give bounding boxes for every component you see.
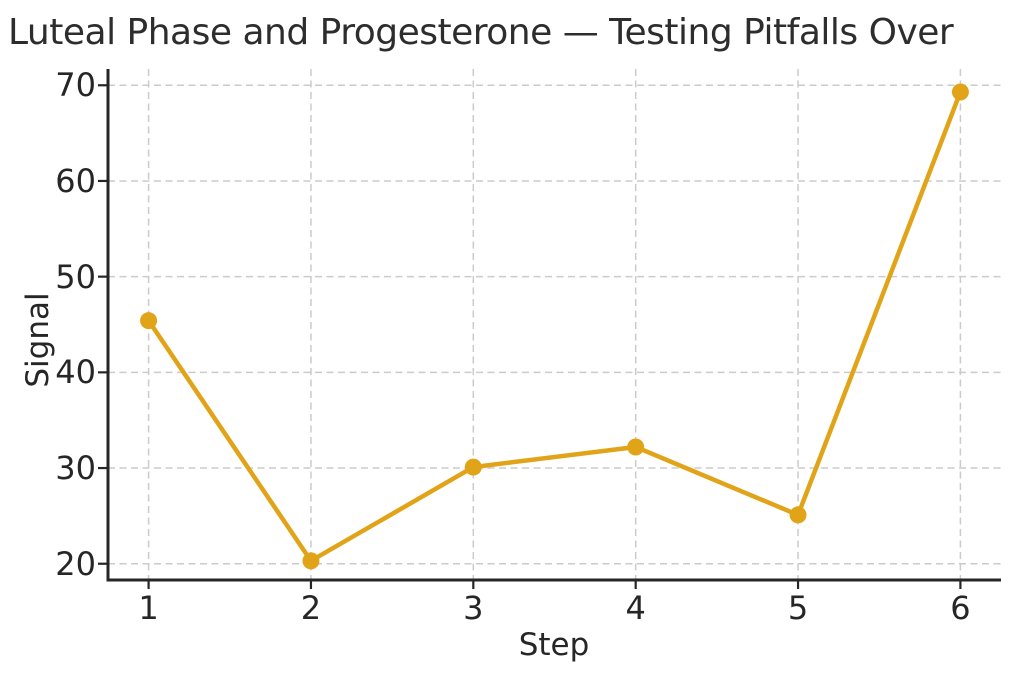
x-tick-label: 3 [463,589,484,627]
chart-title: Luteal Phase and Progesterone — Testing … [8,12,954,53]
data-point-marker [627,438,645,456]
x-tick-label: 5 [787,589,809,627]
data-point-marker [464,458,482,476]
x-tick-label: 2 [300,589,322,627]
data-point-marker [140,312,158,330]
y-tick-label: 50 [55,257,96,296]
y-tick-label: 60 [55,161,96,200]
y-tick-label: 20 [55,544,96,583]
data-point-marker [302,552,320,570]
data-point-marker [789,506,807,524]
data-point-marker [951,83,969,101]
y-tick-label: 40 [55,353,96,392]
x-axis-label: Step [518,627,590,663]
x-tick-label: 4 [625,589,646,627]
y-tick-label: 30 [55,449,96,488]
x-tick-label: 6 [950,589,971,627]
x-tick-label: 1 [138,589,159,627]
series-line [146,89,963,564]
y-tick-label: 70 [55,66,96,105]
